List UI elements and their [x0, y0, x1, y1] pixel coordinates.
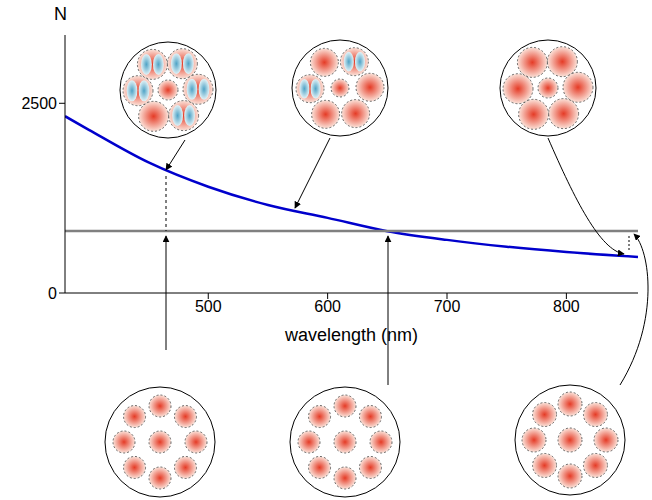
svg-text:0: 0	[48, 285, 57, 302]
svg-text:700: 700	[434, 298, 461, 315]
html-text:N: N	[54, 4, 67, 24]
svg-text:wavelength (nm): wavelength (nm)	[284, 325, 418, 345]
svg-text:500: 500	[195, 298, 222, 315]
svg-text:2500: 2500	[21, 95, 57, 112]
svg-text:800: 800	[553, 298, 580, 315]
svg-text:600: 600	[314, 298, 341, 315]
